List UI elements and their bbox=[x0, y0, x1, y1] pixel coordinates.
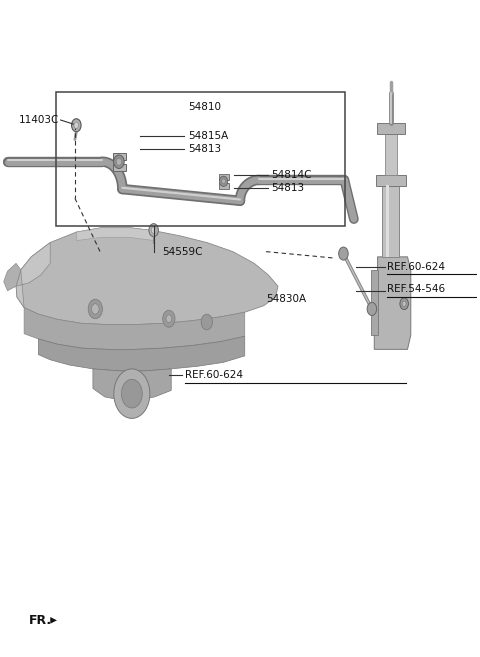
Circle shape bbox=[88, 299, 102, 319]
Circle shape bbox=[400, 298, 408, 309]
Text: 11403C: 11403C bbox=[18, 115, 59, 125]
Polygon shape bbox=[16, 227, 278, 325]
Text: 54559C: 54559C bbox=[162, 246, 202, 257]
Circle shape bbox=[151, 227, 156, 233]
Polygon shape bbox=[38, 336, 245, 371]
Polygon shape bbox=[24, 307, 245, 350]
Polygon shape bbox=[114, 155, 124, 168]
Text: FR.: FR. bbox=[29, 614, 52, 627]
Circle shape bbox=[166, 315, 172, 323]
Text: REF.60-624: REF.60-624 bbox=[185, 371, 243, 380]
Circle shape bbox=[114, 369, 150, 419]
Text: 54813: 54813 bbox=[271, 183, 304, 193]
Polygon shape bbox=[376, 175, 406, 187]
Polygon shape bbox=[4, 263, 21, 290]
Text: 54815A: 54815A bbox=[188, 131, 228, 141]
Circle shape bbox=[402, 301, 406, 306]
Circle shape bbox=[74, 122, 79, 129]
Polygon shape bbox=[219, 174, 229, 180]
Circle shape bbox=[201, 314, 213, 330]
Polygon shape bbox=[113, 153, 126, 160]
Text: 54813: 54813 bbox=[188, 145, 221, 154]
Circle shape bbox=[367, 302, 377, 315]
Polygon shape bbox=[222, 179, 226, 183]
Circle shape bbox=[163, 310, 175, 327]
Polygon shape bbox=[385, 133, 396, 175]
Bar bbox=[56, 92, 345, 225]
Polygon shape bbox=[219, 176, 228, 187]
Circle shape bbox=[149, 223, 158, 237]
Polygon shape bbox=[76, 227, 155, 240]
Polygon shape bbox=[16, 242, 50, 307]
Text: 54814C: 54814C bbox=[271, 170, 312, 181]
Circle shape bbox=[72, 119, 81, 132]
Text: REF.54-546: REF.54-546 bbox=[387, 284, 445, 294]
Circle shape bbox=[92, 304, 99, 314]
Polygon shape bbox=[374, 257, 411, 350]
Polygon shape bbox=[371, 270, 378, 335]
Polygon shape bbox=[386, 185, 388, 257]
Text: 54810: 54810 bbox=[188, 102, 221, 112]
Text: REF.60-624: REF.60-624 bbox=[387, 261, 445, 271]
Polygon shape bbox=[93, 369, 171, 400]
Polygon shape bbox=[113, 164, 126, 171]
Polygon shape bbox=[383, 185, 399, 257]
Polygon shape bbox=[116, 158, 121, 166]
Circle shape bbox=[339, 247, 348, 260]
Polygon shape bbox=[219, 183, 229, 189]
Circle shape bbox=[121, 379, 142, 408]
Polygon shape bbox=[377, 124, 405, 135]
Text: 54830A: 54830A bbox=[266, 294, 306, 304]
